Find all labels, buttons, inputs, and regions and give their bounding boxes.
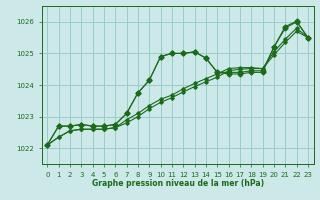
X-axis label: Graphe pression niveau de la mer (hPa): Graphe pression niveau de la mer (hPa) xyxy=(92,179,264,188)
